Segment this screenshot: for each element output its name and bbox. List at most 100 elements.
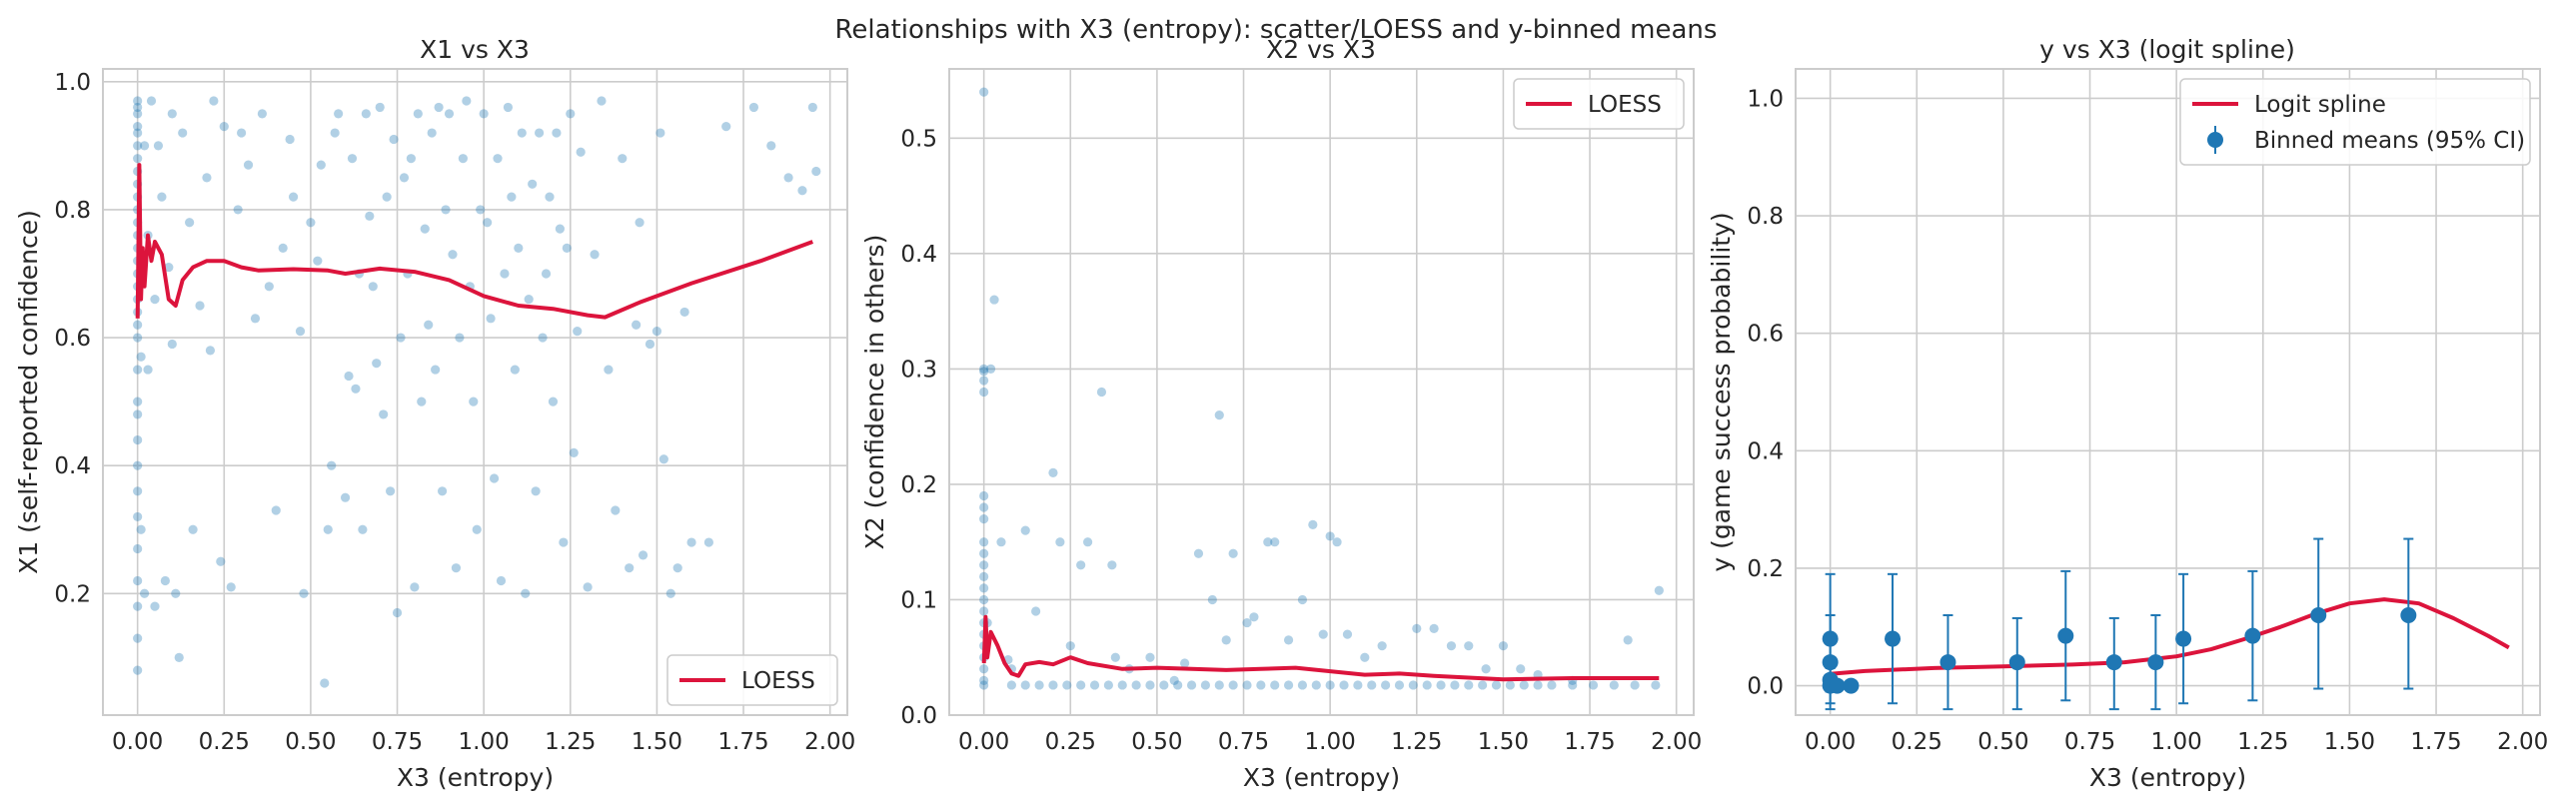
scatter-point: [1408, 680, 1418, 690]
scatter-point: [382, 192, 392, 202]
x-tick-label: 2.00: [2497, 729, 2548, 755]
scatter-point: [979, 571, 989, 581]
scatter-point: [396, 333, 406, 343]
scatter-point: [1048, 680, 1058, 690]
scatter-point: [313, 256, 323, 266]
scatter-point: [1062, 680, 1072, 690]
scatter-point: [1654, 585, 1664, 595]
legend: LOESS: [1513, 78, 1685, 130]
scatter-point: [476, 205, 486, 215]
scatter-point: [521, 588, 531, 598]
legend-box: [2179, 78, 2531, 166]
scatter-point: [1505, 680, 1515, 690]
scatter-point: [507, 192, 517, 202]
scatter-point: [611, 505, 621, 515]
scatter-point: [1159, 680, 1169, 690]
scatter-point: [1381, 680, 1391, 690]
legend-label: Logit spline: [2254, 92, 2386, 118]
scatter-point: [1270, 537, 1280, 547]
scatter-point: [136, 352, 146, 362]
scatter-point: [979, 548, 989, 558]
scatter-point: [133, 601, 143, 611]
legend-label: LOESS: [741, 668, 815, 694]
x-tick-label: 0.75: [2064, 729, 2115, 755]
scatter-point: [979, 490, 989, 501]
scatter-point: [133, 122, 143, 132]
scatter-series: [133, 96, 821, 688]
grid: [103, 69, 847, 715]
scatter-point: [334, 109, 344, 119]
scatter-point: [979, 502, 989, 512]
scatter-point: [153, 141, 164, 151]
scatter-point: [1228, 680, 1238, 690]
tick-labels: 0.00 0.25 0.50 0.75 1.00 1.25 1.50 1.75 2.00 0.0 0…: [900, 126, 1702, 755]
scatter-point: [618, 154, 628, 164]
scatter-point: [1006, 680, 1016, 690]
scatter-point: [632, 320, 642, 330]
scatter-point: [413, 109, 423, 119]
scatter-point: [996, 537, 1006, 547]
legend-label: LOESS: [1588, 92, 1662, 118]
scatter-point: [375, 102, 385, 113]
scatter-point: [209, 96, 219, 106]
scatter-point: [1089, 680, 1100, 690]
grid: [1796, 69, 2540, 715]
scatter-point: [1609, 680, 1619, 690]
x-tick-label: 0.00: [958, 729, 1009, 755]
scatter-point: [979, 376, 989, 386]
scatter-point: [679, 307, 689, 318]
binned-mean-point: [1939, 654, 1956, 671]
scatter-point: [496, 575, 507, 586]
y-tick-label: 0.6: [54, 326, 91, 352]
scatter-point: [1547, 680, 1557, 690]
scatter-point: [250, 314, 261, 324]
scatter-point: [1186, 680, 1197, 690]
scatter-point: [552, 128, 562, 138]
scatter-point: [458, 154, 468, 164]
y-axis-label: X1 (self-reported confidence): [14, 210, 43, 574]
scatter-point: [441, 205, 451, 215]
x-tick-label: 1.50: [1478, 729, 1529, 755]
scatter-point: [493, 154, 503, 164]
scatter-point: [1242, 617, 1252, 628]
binned-mean-point: [2057, 627, 2074, 644]
scatter-point: [1055, 537, 1065, 547]
scatter-point: [420, 224, 430, 234]
scatter-point: [1103, 680, 1113, 690]
scatter-point: [1651, 680, 1661, 690]
scatter-point: [1020, 680, 1030, 690]
scatter-point: [368, 282, 378, 292]
scatter-point: [1131, 680, 1141, 690]
scatter-point: [489, 473, 500, 483]
scatter-point: [295, 327, 306, 337]
scatter-point: [979, 560, 989, 570]
legend: LOESS: [666, 654, 838, 706]
panel-3: 0.00 0.25 0.50 0.75 1.00 1.25 1.50 1.75 2.00 0.0 0…: [1707, 35, 2548, 792]
scatter-point: [638, 550, 648, 560]
scatter-point: [160, 575, 170, 586]
scatter-point: [1630, 680, 1640, 690]
scatter-point: [340, 492, 351, 502]
scatter-point: [686, 537, 696, 547]
scatter-point: [979, 680, 989, 690]
axes-frame: [102, 68, 848, 716]
x-tick-label: 2.00: [804, 729, 855, 755]
scatter-point: [1034, 680, 1044, 690]
scatter-point: [1283, 635, 1294, 645]
scatter-point: [133, 397, 143, 406]
scatter-point: [1429, 623, 1439, 633]
scatter-point: [264, 282, 274, 292]
scatter-point: [1412, 623, 1422, 633]
scatter-point: [658, 454, 668, 464]
scatter-point: [133, 460, 143, 470]
scatter-point: [226, 582, 236, 592]
scatter-point: [237, 128, 247, 138]
scatter-point: [1394, 680, 1405, 690]
scatter-point: [503, 102, 514, 113]
scatter-point: [979, 87, 989, 97]
x-tick-label: 0.25: [1045, 729, 1096, 755]
scatter-point: [316, 160, 326, 170]
x-tick-label: 0.50: [1131, 729, 1182, 755]
plot-area: [949, 69, 1694, 715]
scatter-point: [133, 543, 143, 554]
